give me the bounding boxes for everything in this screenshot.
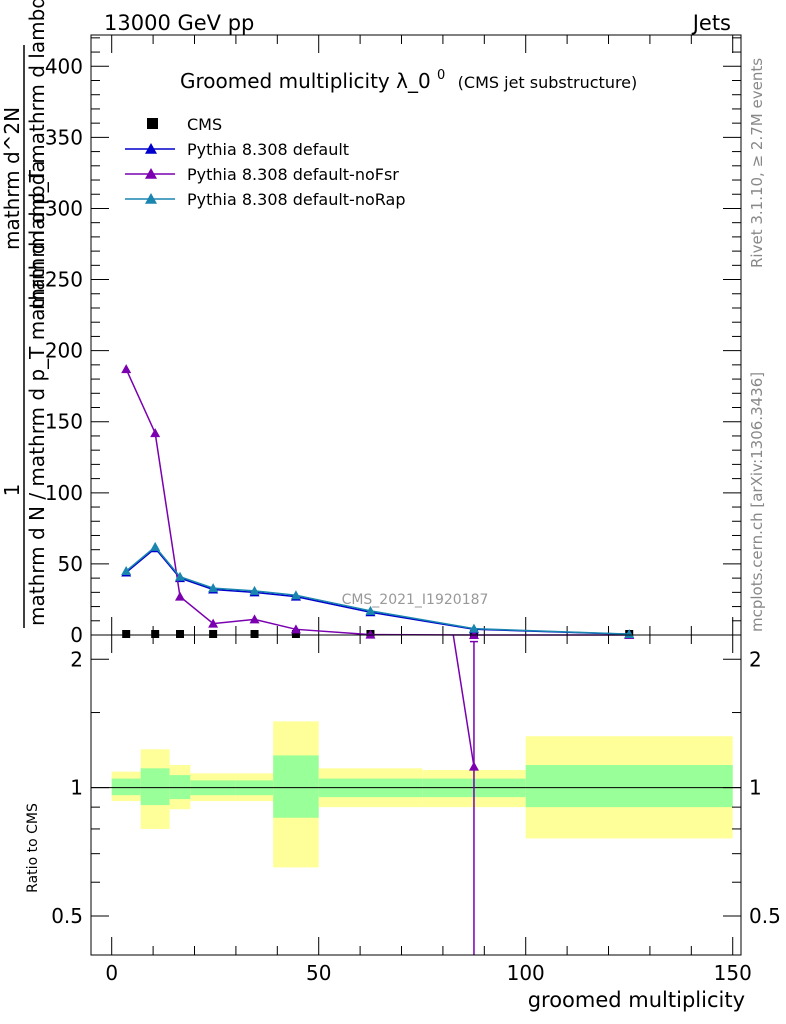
noRap-point bbox=[365, 605, 376, 615]
mcplots-label: mcplots.cern.ch [arXiv:1306.3436] bbox=[748, 372, 766, 632]
rivet-label: Rivet 3.1.10, ≥ 2.7M events bbox=[748, 58, 766, 268]
legend-marker-triangle bbox=[145, 193, 157, 204]
band-inner bbox=[169, 775, 191, 800]
legend-marker-triangle bbox=[145, 143, 157, 154]
watermark: CMS_2021_I1920187 bbox=[342, 592, 489, 608]
ylabel-frac-den: mathrm d N / mathrm d p_T mathrm d lambd… bbox=[25, 160, 49, 626]
xtick-label: 50 bbox=[306, 961, 331, 985]
cms-point bbox=[250, 630, 259, 638]
ratio-bands bbox=[91, 721, 741, 868]
noFsr-point bbox=[121, 364, 132, 374]
ytick-label: 0 bbox=[70, 623, 83, 647]
noFsr-point bbox=[290, 624, 301, 634]
legend-label: Pythia 8.308 default-noFsr bbox=[187, 165, 399, 184]
legend-label: Pythia 8.308 default bbox=[187, 140, 349, 159]
ratio-ytick-label: 1 bbox=[70, 776, 83, 800]
noFsr-point bbox=[175, 591, 186, 601]
noFsr-point bbox=[208, 618, 219, 628]
header-left: 13000 GeV pp bbox=[104, 11, 254, 35]
ratio-ytick-label: 2 bbox=[70, 647, 83, 671]
ytick-label: 200 bbox=[45, 339, 83, 363]
noRap-point bbox=[249, 585, 260, 595]
noRap-point bbox=[624, 629, 635, 639]
xlabel: groomed multiplicity bbox=[528, 988, 745, 1012]
ytick-label: 50 bbox=[58, 552, 83, 576]
ratio-panel: 0.5 0.5 1 1 2 2 0 50 100 150 bbox=[51, 634, 781, 985]
noFsr-point bbox=[365, 629, 376, 639]
ylabel-main-num: mathrm d^2N bbox=[0, 107, 24, 250]
xtick-label: 150 bbox=[714, 961, 752, 985]
ratio-frame bbox=[90, 634, 742, 956]
cms-point bbox=[122, 630, 131, 638]
cms-point bbox=[209, 630, 218, 638]
svg-text:Groomed multiplicity λ_0: Groomed multiplicity λ_0 0 (CMS jet subs… bbox=[180, 60, 637, 93]
legend: CMS Pythia 8.308 default Pythia 8.308 defa… bbox=[125, 115, 405, 209]
title-symbol: λ_0 bbox=[396, 69, 431, 93]
cms-point bbox=[176, 630, 185, 638]
legend-label: Pythia 8.308 default-noRap bbox=[187, 190, 405, 209]
legend-marker-square bbox=[147, 118, 158, 129]
main-ylabel: 1 mathrm d N / mathrm d p_T mathrm d lam… bbox=[0, 0, 49, 628]
ytick-label: 250 bbox=[45, 268, 83, 292]
noRap-line bbox=[125, 545, 630, 635]
noRap-point bbox=[208, 583, 219, 593]
noRap-point bbox=[468, 623, 479, 633]
ylabel-main-den: mathrm d p_T mathrm d lambda bbox=[25, 0, 49, 310]
xtick-label: 0 bbox=[105, 961, 118, 985]
band-inner bbox=[273, 755, 319, 818]
ytick-label: 350 bbox=[45, 125, 83, 149]
ytick-label: 400 bbox=[45, 54, 83, 78]
ylabel-frac-num: 1 bbox=[0, 484, 24, 497]
band-inner bbox=[111, 778, 141, 796]
band-inner bbox=[525, 764, 733, 808]
cms-point bbox=[291, 630, 300, 638]
noFsr-ratio-line bbox=[452, 634, 475, 767]
noRap-point bbox=[121, 566, 132, 576]
title-sub: (CMS jet substructure) bbox=[458, 73, 638, 92]
xtick-label: 100 bbox=[507, 961, 545, 985]
legend-marker-triangle bbox=[145, 168, 157, 179]
title: Groomed multiplicity λ_0 0 (CMS jet subs… bbox=[180, 60, 637, 93]
ratio-series bbox=[452, 634, 479, 955]
band-inner bbox=[140, 768, 170, 806]
ytick-label: 100 bbox=[45, 481, 83, 505]
ytick-label: 150 bbox=[45, 410, 83, 434]
cms-point bbox=[151, 630, 160, 638]
noFsr-point bbox=[150, 428, 161, 438]
ratio-ytick-label-right: 1 bbox=[749, 776, 762, 800]
noFsr-point bbox=[249, 614, 260, 624]
title-main: Groomed multiplicity bbox=[180, 69, 390, 93]
header-right: Jets bbox=[691, 11, 731, 35]
title-sup: 0 bbox=[437, 68, 445, 83]
legend-label: CMS bbox=[187, 115, 222, 134]
ratio-ylabel: Ratio to CMS bbox=[25, 803, 41, 893]
noRap-point bbox=[150, 541, 161, 551]
ratio-ytick-label: 0.5 bbox=[51, 904, 83, 928]
ytick-label: 300 bbox=[45, 196, 83, 220]
ratio-ytick-label-right: 0.5 bbox=[749, 904, 781, 928]
noRap-point bbox=[175, 571, 186, 581]
noFsr-ratio-point bbox=[468, 761, 479, 771]
ratio-ticks: 0.5 0.5 1 1 2 2 0 50 100 150 bbox=[51, 635, 781, 985]
ratio-ytick-label-right: 2 bbox=[749, 647, 762, 671]
main-ticks: 0 50 100 150 200 250 300 350 400 bbox=[45, 35, 741, 647]
noRap-point bbox=[290, 590, 301, 600]
